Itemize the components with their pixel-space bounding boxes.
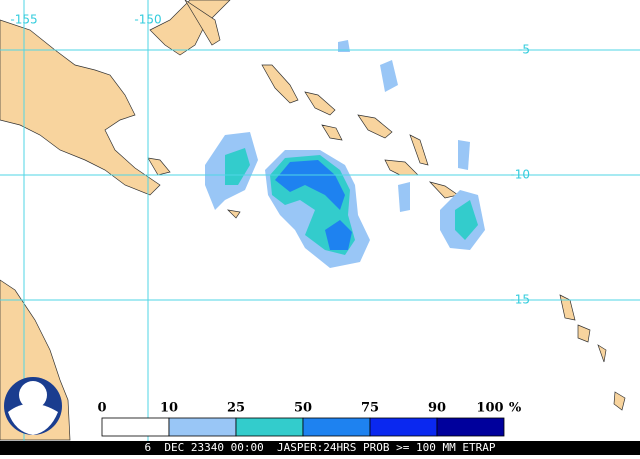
legend-label: 0 bbox=[97, 401, 106, 416]
footer-bar bbox=[0, 441, 640, 455]
longitude-label: -155 bbox=[10, 13, 37, 27]
legend: 0 10 25 50 75 90 100% bbox=[97, 401, 522, 437]
legend-swatch bbox=[369, 417, 438, 437]
latitude-label: -15 bbox=[510, 293, 530, 307]
latitude-label: -10 bbox=[510, 168, 530, 182]
footer-text: 6 DEC 23340 00:00 JASPER:24HRS PROB >= 1… bbox=[145, 441, 496, 454]
legend-swatch bbox=[101, 417, 170, 437]
legend-label: 50 bbox=[294, 401, 312, 416]
graticule: -150-155-160-165-5-10-15 bbox=[0, 0, 640, 441]
legend-unit: % bbox=[509, 401, 522, 416]
legend-swatch bbox=[302, 417, 371, 437]
latitude-label: -5 bbox=[518, 43, 530, 57]
probability-area bbox=[205, 40, 485, 268]
legend-label: 100 bbox=[476, 401, 503, 416]
legend-label: 75 bbox=[361, 401, 379, 416]
legend-label: 10 bbox=[160, 401, 178, 416]
legend-swatch bbox=[436, 417, 505, 437]
legend-swatch bbox=[168, 417, 237, 437]
legend-label: 25 bbox=[227, 401, 245, 416]
legend-label: 90 bbox=[428, 401, 446, 416]
legend-swatch bbox=[235, 417, 304, 437]
longitude-label: -150 bbox=[134, 13, 161, 27]
noaa-logo bbox=[4, 377, 62, 435]
